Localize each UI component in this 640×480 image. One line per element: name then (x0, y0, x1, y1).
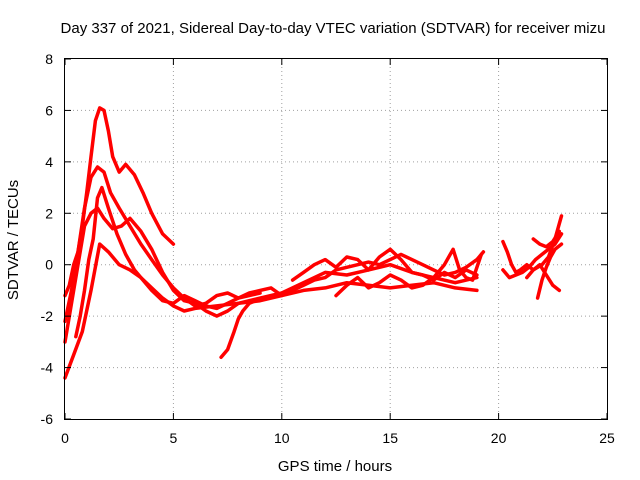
series-line-sat-k (531, 229, 562, 249)
y-tick-label: 8 (45, 51, 53, 67)
series-line-sat-i (501, 214, 564, 275)
series-line-sat-m (535, 242, 564, 300)
y-axis-title: SDTVAR / TECUs (5, 180, 22, 300)
series-line-sat-g (290, 247, 479, 282)
plot-series (63, 106, 564, 380)
x-axis-title: GPS time / hours (278, 458, 392, 475)
series-line-sat-f (219, 296, 267, 360)
y-tick-label: 0 (45, 257, 53, 273)
series-line-sat-d (63, 242, 479, 380)
y-tick-label: 6 (45, 102, 53, 118)
y-tick-label: 4 (45, 154, 53, 170)
series-line-sat-e (74, 185, 262, 339)
chart-title: Day 337 of 2021, Sidereal Day-to-day VTE… (61, 20, 606, 37)
x-tick-label: 20 (491, 430, 507, 446)
plot-frame (64, 58, 608, 420)
x-tick-label: 25 (599, 430, 615, 446)
x-tick-label: 0 (61, 430, 69, 446)
y-tick-label: -6 (41, 411, 54, 427)
grid (65, 59, 607, 419)
y-tick-label: -2 (41, 308, 54, 324)
x-tick-label: 15 (382, 430, 398, 446)
x-tick-label: 10 (274, 430, 290, 446)
y-tick-label: 2 (45, 205, 53, 221)
axis-ticks: 0 5 10 15 20 25 -6 -4 -2 0 2 4 6 8 (41, 51, 615, 446)
series-line-sat-h (334, 247, 484, 298)
series-line-sat-j (501, 232, 564, 280)
x-tick-label: 5 (170, 430, 178, 446)
series-line-sat-l (525, 262, 562, 293)
y-tick-label: -4 (41, 360, 54, 376)
series-line-sat-b (63, 165, 486, 324)
